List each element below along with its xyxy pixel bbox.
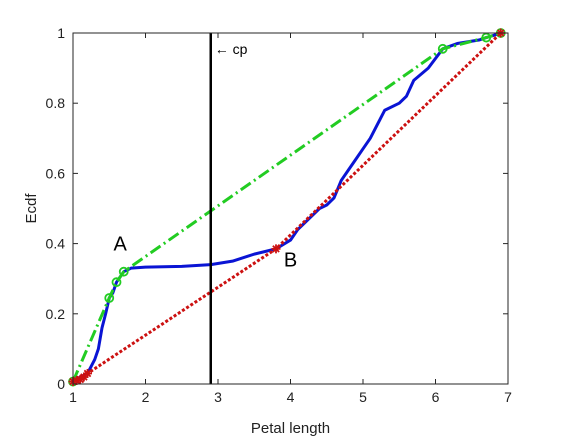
annotation-a: A [113, 234, 127, 256]
circle-marker [481, 32, 492, 43]
annotation-b: B [284, 249, 297, 271]
y-tick-label: 0.4 [46, 236, 66, 252]
circle-marker [118, 266, 129, 277]
y-axis-label: Ecdf [23, 193, 40, 224]
x-tick-label: 3 [214, 389, 222, 405]
x-axis-label: Petal length [251, 420, 330, 437]
plot-area [73, 33, 508, 384]
y-tick-label: 0.6 [46, 165, 66, 181]
star-marker [72, 375, 82, 385]
y-tick-label: 0.2 [46, 306, 66, 322]
x-tick-label: 7 [504, 389, 512, 405]
cutpoint-label: ← cp [215, 41, 248, 57]
x-tick-label: 4 [287, 389, 295, 405]
cutpoint-layer: ← cp [209, 33, 248, 384]
x-tick-label: 1 [69, 389, 77, 405]
y-tick-label: 0.8 [46, 95, 66, 111]
upper-hull-line [71, 31, 502, 383]
circle-marker [104, 293, 115, 303]
series-layer [71, 31, 502, 383]
star-marker [271, 244, 281, 254]
annotation-layer: AB [113, 234, 297, 272]
star-marker [83, 368, 92, 378]
circle-marker [111, 277, 122, 288]
x-tick-label: 2 [142, 389, 150, 405]
x-tick-label: 5 [359, 389, 367, 405]
circle-marker [437, 43, 448, 54]
y-tick-label: 0 [57, 376, 65, 392]
tick-layer: 1 2 3 4 5 6 7 0 0.2 0.4 0.6 0.8 1 [46, 25, 513, 405]
y-tick-label: 1 [57, 25, 65, 41]
x-tick-label: 6 [432, 389, 440, 405]
